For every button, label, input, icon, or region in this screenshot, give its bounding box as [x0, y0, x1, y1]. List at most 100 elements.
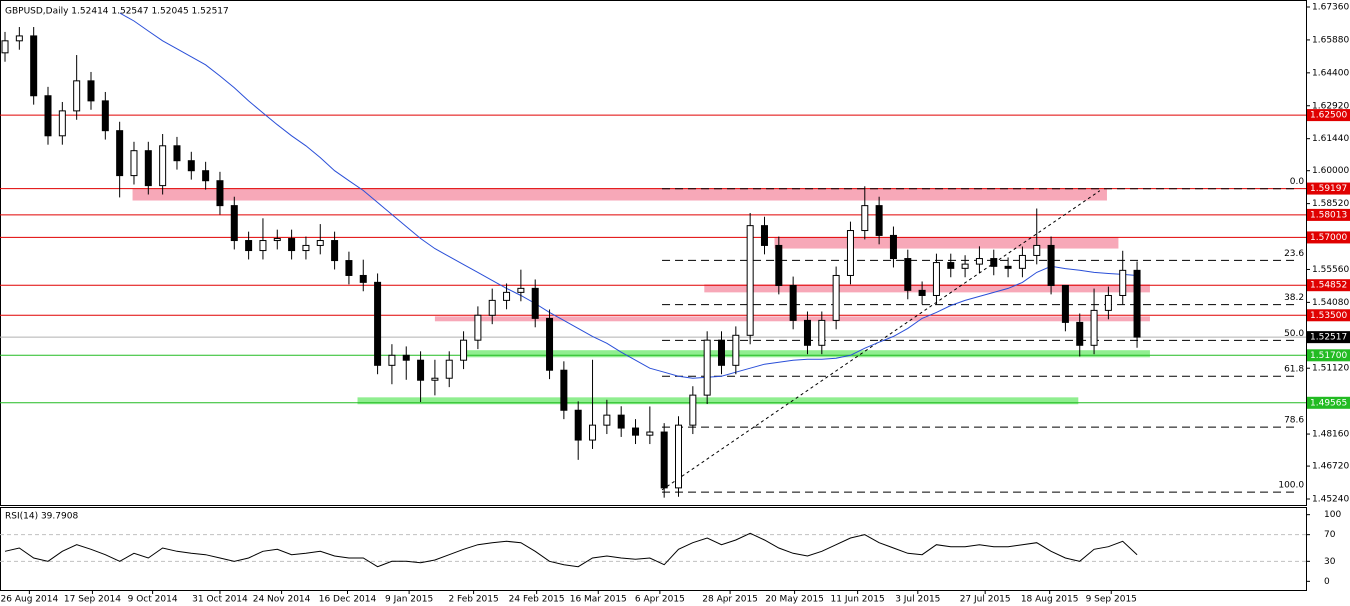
candle-body — [918, 289, 926, 296]
y-tick-label: 1.54080 — [1312, 298, 1349, 308]
candle-body — [818, 319, 826, 346]
current-price-label: 1.52517 — [1310, 333, 1347, 343]
candle-body — [803, 319, 811, 346]
candle-body — [302, 244, 310, 252]
candle-body — [58, 110, 66, 137]
candle-body — [503, 291, 511, 301]
fib-label: 50.0 — [1284, 329, 1304, 339]
candle-body — [1004, 265, 1012, 269]
x-tick-label: 9 Sep 2015 — [1086, 595, 1137, 605]
candle-body — [15, 35, 23, 42]
candle-body — [832, 274, 840, 321]
x-tick-label: 2 Feb 2015 — [448, 595, 498, 605]
price-panel — [0, 0, 1307, 506]
level-label-box — [1307, 231, 1350, 244]
candle-body — [202, 170, 210, 182]
rsi-tick-label: 0 — [1324, 577, 1330, 587]
level-label-box — [1307, 279, 1350, 292]
level-label-box — [1307, 309, 1350, 322]
candle-body — [932, 262, 940, 296]
zone — [774, 237, 1119, 249]
candle-body — [732, 334, 740, 366]
candle-body — [1090, 309, 1098, 346]
candle-body — [531, 287, 539, 319]
x-tick-label: 27 Jul 2015 — [960, 595, 1011, 605]
candle-body — [1018, 254, 1026, 269]
current-price-box — [1307, 331, 1350, 344]
level-label: 1.53500 — [1310, 311, 1347, 321]
y-tick-label: 1.46720 — [1312, 462, 1349, 472]
x-tick-label: 3 Jul 2015 — [895, 595, 940, 605]
candle-body — [990, 258, 998, 267]
candle-body — [445, 359, 453, 379]
level-label-box — [1307, 396, 1350, 409]
candle-body — [402, 354, 410, 361]
candle-body — [1047, 244, 1055, 286]
candle-body — [431, 377, 439, 381]
candle-body — [316, 240, 324, 246]
candle-body — [44, 95, 52, 137]
y-tick-label: 1.62920 — [1312, 101, 1349, 111]
candle-body — [259, 240, 267, 252]
candle-body — [374, 281, 382, 366]
candle-body — [689, 394, 697, 426]
rsi-tick-label: 100 — [1324, 510, 1341, 520]
x-tick-label: 6 Apr 2015 — [635, 595, 685, 605]
candle-body — [589, 424, 597, 441]
candle-body — [947, 262, 955, 269]
candle-body — [359, 274, 367, 283]
fib-label: 100.0 — [1278, 481, 1304, 491]
x-tick-label: 24 Feb 2015 — [509, 595, 565, 605]
x-tick-label: 26 Aug 2014 — [1, 595, 59, 605]
zone — [704, 284, 1150, 293]
rsi-tick-label: 70 — [1324, 530, 1336, 540]
zone — [357, 397, 1079, 405]
candle-body — [1076, 321, 1084, 346]
candle-body — [1119, 269, 1127, 296]
x-tick-label: 24 Nov 2014 — [253, 595, 311, 605]
candle-body — [717, 339, 725, 366]
x-tick-label: 18 Aug 2015 — [1021, 595, 1079, 605]
candle-body — [159, 145, 167, 187]
candle-body — [345, 260, 353, 276]
zone — [132, 188, 1107, 201]
x-tick-label: 9 Jan 2015 — [385, 595, 433, 605]
y-tick-label: 1.67360 — [1312, 3, 1349, 13]
rsi-panel — [0, 507, 1307, 591]
fib-label: 38.2 — [1284, 293, 1304, 303]
candle-body — [675, 424, 683, 489]
candle-body — [975, 258, 983, 265]
candle-body — [73, 80, 81, 112]
candle-body — [517, 287, 525, 293]
candle-body — [1, 40, 9, 54]
level-label-box — [1307, 349, 1350, 362]
candle-body — [245, 240, 253, 252]
candle-body — [30, 35, 38, 97]
candle-body — [1061, 284, 1069, 323]
candle-body — [288, 238, 296, 252]
candle-body — [546, 317, 554, 371]
x-tick-label: 16 Mar 2015 — [570, 595, 627, 605]
x-tick-label: 16 Dec 2014 — [319, 595, 377, 605]
fib-label: 0.0 — [1290, 177, 1305, 187]
candle-body — [646, 431, 654, 436]
level-label-box — [1307, 109, 1350, 122]
candle-body — [331, 240, 339, 262]
level-label: 1.58013 — [1310, 210, 1347, 220]
candle-body — [632, 427, 640, 436]
fib-label: 78.6 — [1284, 416, 1304, 426]
candle-body — [1133, 269, 1141, 338]
level-label: 1.54852 — [1310, 281, 1347, 291]
candle-body — [746, 225, 754, 336]
candle-body — [574, 409, 582, 441]
y-tick-label: 1.61440 — [1312, 134, 1349, 144]
level-label: 1.51700 — [1310, 351, 1347, 361]
rsi-line — [4, 532, 1138, 568]
candle-body — [775, 244, 783, 286]
candle-body — [846, 230, 854, 276]
y-tick-label: 1.55560 — [1312, 265, 1349, 275]
candle-body — [760, 225, 768, 246]
y-tick-label: 1.45240 — [1312, 494, 1349, 504]
candle-body — [144, 150, 152, 187]
